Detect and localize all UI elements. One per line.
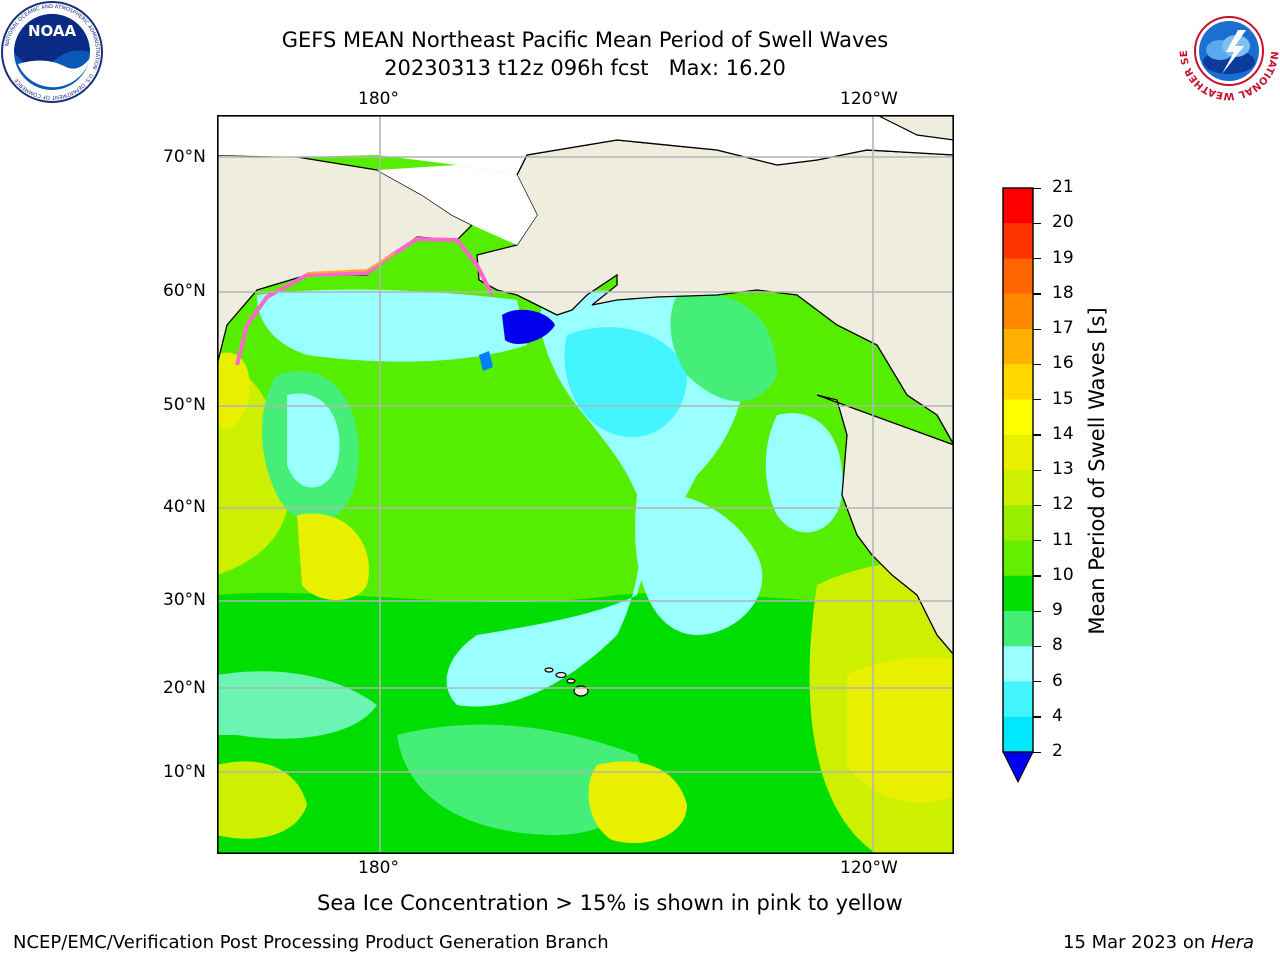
colorbar-box	[1003, 646, 1033, 682]
map-panel	[217, 115, 954, 854]
colorbar-tick-label: 6	[1052, 671, 1063, 691]
colorbar-label: Mean Period of Swell Waves [s]	[1085, 307, 1109, 634]
colorbar-tick-mark	[1033, 399, 1041, 400]
colorbar-tick-mark	[1033, 505, 1041, 506]
colorbar-tick-mark	[1033, 188, 1041, 189]
top-lon-tick-180: 180°	[358, 89, 399, 109]
colorbar-tick-mark	[1033, 716, 1041, 717]
colorbar-tick-mark	[1033, 364, 1041, 365]
colorbar-box	[1003, 400, 1033, 436]
top-lon-tick-120w: 120°W	[840, 89, 898, 109]
colorbar-tick-label: 15	[1052, 389, 1074, 409]
colorbar-tick-mark	[1033, 434, 1041, 435]
bottom-lon-tick-120w: 120°W	[840, 858, 898, 878]
lat-tick-70n: 70°N	[163, 147, 206, 167]
colorbar-tick-label: 8	[1052, 635, 1063, 655]
colorbar-tick-mark	[1033, 258, 1041, 259]
colorbar-box	[1003, 682, 1033, 718]
colorbar-box	[1003, 470, 1033, 506]
colorbar-tick-mark	[1033, 293, 1041, 294]
nws-logo: NATIONAL WEATHER SERVICE	[1178, 0, 1280, 102]
map-svg	[217, 115, 954, 854]
colorbar-tick-mark	[1033, 540, 1041, 541]
colorbar-tick-label: 20	[1052, 212, 1074, 232]
colorbar-box	[1003, 294, 1033, 330]
colorbar-tick-label: 21	[1052, 177, 1074, 197]
colorbar-tick-mark	[1033, 681, 1041, 682]
colorbar-box	[1003, 541, 1033, 577]
colorbar-tick-label: 16	[1052, 353, 1074, 373]
colorbar-tick-label: 2	[1052, 741, 1063, 761]
lat-tick-60n: 60°N	[163, 281, 206, 301]
lat-tick-10n: 10°N	[163, 762, 206, 782]
colorbar-box	[1003, 259, 1033, 295]
colorbar-tick-label: 18	[1052, 283, 1074, 303]
colorbar-tick-mark	[1033, 329, 1041, 330]
chart-title: GEFS MEAN Northeast Pacific Mean Period …	[0, 27, 1170, 53]
colorbar-tick-mark	[1033, 470, 1041, 471]
colorbar-tick-label: 12	[1052, 494, 1074, 514]
colorbar-box	[1003, 576, 1033, 612]
zone-yellow-east-bright	[847, 657, 954, 803]
footer-date: 15 Mar 2023 on	[1063, 932, 1211, 953]
zone-light-north	[257, 290, 527, 362]
colorbar-box	[1003, 611, 1033, 647]
footer-right: 15 Mar 2023 on Hera	[1063, 932, 1254, 953]
colorbar-tick-label: 4	[1052, 706, 1063, 726]
lat-tick-20n: 20°N	[163, 678, 206, 698]
lat-tick-30n: 30°N	[163, 590, 206, 610]
colorbar-tick-mark	[1033, 575, 1041, 576]
colorbar-tick-mark	[1033, 611, 1041, 612]
colorbar-tick-label: 13	[1052, 459, 1074, 479]
colorbar-box	[1003, 435, 1033, 471]
colorbar-box	[1003, 717, 1033, 753]
footer-left: NCEP/EMC/Verification Post Processing Pr…	[13, 932, 609, 953]
sea-ice-note: Sea Ice Concentration > 15% is shown in …	[317, 891, 903, 915]
colorbar-tick-mark	[1033, 752, 1041, 753]
chart-subtitle: 20230313 t12z 096h fcst Max: 16.20	[0, 55, 1170, 81]
colorbar-box	[1003, 505, 1033, 541]
colorbar	[1000, 186, 1040, 786]
bottom-lon-tick-180: 180°	[358, 858, 399, 878]
colorbar-box	[1003, 329, 1033, 365]
colorbar-tick-label: 14	[1052, 424, 1074, 444]
colorbar-box	[1003, 223, 1033, 259]
colorbar-tick-label: 17	[1052, 318, 1074, 338]
lat-tick-40n: 40°N	[163, 497, 206, 517]
colorbar-tick-label: 9	[1052, 600, 1063, 620]
colorbar-tick-label: 10	[1052, 565, 1074, 585]
colorbar-svg	[1000, 186, 1040, 786]
colorbar-tick-mark	[1033, 223, 1041, 224]
lat-tick-50n: 50°N	[163, 395, 206, 415]
colorbar-extend-triangle	[1003, 752, 1033, 782]
colorbar-tick-label: 19	[1052, 248, 1074, 268]
footer-machine: Hera	[1211, 932, 1254, 953]
colorbar-box	[1003, 364, 1033, 400]
colorbar-tick-label: 11	[1052, 530, 1074, 550]
colorbar-tick-mark	[1033, 646, 1041, 647]
colorbar-box	[1003, 188, 1033, 224]
